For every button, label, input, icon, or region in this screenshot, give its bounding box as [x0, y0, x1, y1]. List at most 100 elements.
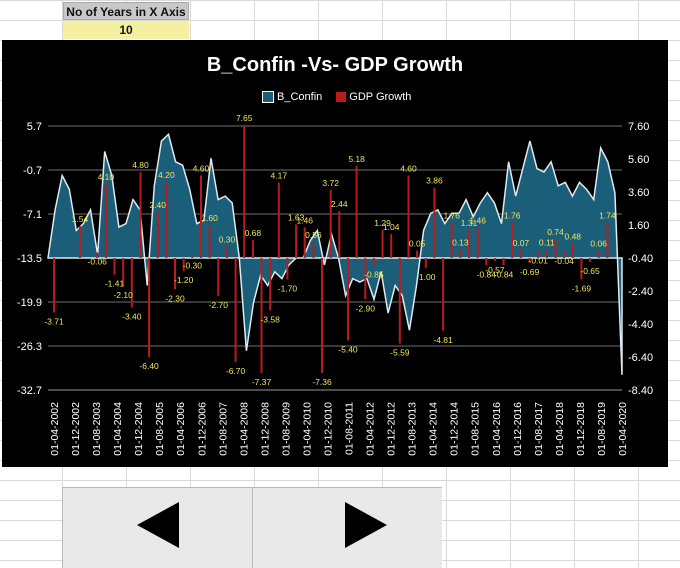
- gdp-data-label: 1.76: [443, 210, 460, 220]
- y-left-tick-label: -7.1: [23, 209, 42, 221]
- gdp-data-label: 4.60: [400, 164, 417, 174]
- gdp-bar: [148, 258, 151, 357]
- previous-button[interactable]: [63, 488, 253, 568]
- y-left-tick-label: -13.5: [17, 253, 42, 265]
- x-tick-label: 01-08-2009: [280, 402, 292, 456]
- gdp-data-label: 0.07: [513, 238, 530, 248]
- years-axis-label-cell: No of Years in X Axis: [63, 2, 189, 20]
- chart-area: B_Confin -Vs- GDP Growth B_Confin GDP Gr…: [2, 40, 668, 467]
- gdp-data-label: 1.60: [201, 213, 218, 223]
- gdp-bar: [234, 258, 237, 362]
- gdp-data-label: 0.48: [564, 231, 581, 241]
- y-left-tick-label: 5.7: [27, 121, 42, 133]
- x-tick-label: 01-12-2010: [323, 402, 335, 456]
- gdp-data-label: 0.06: [590, 238, 607, 248]
- gdp-data-label: 3.86: [426, 176, 443, 186]
- gdp-bar: [200, 175, 202, 258]
- gdp-bar: [174, 258, 176, 290]
- gdp-data-label: -6.40: [139, 361, 159, 371]
- gdp-bar: [321, 258, 323, 373]
- gdp-bar: [398, 258, 401, 344]
- gdp-bar: [381, 230, 384, 258]
- x-tick-label: 01-08-2003: [91, 402, 103, 456]
- gdp-bar: [260, 258, 263, 373]
- gdp-data-label: -7.37: [252, 377, 272, 387]
- gdp-bar: [494, 258, 496, 261]
- x-tick-label: 01-08-2019: [596, 402, 608, 456]
- gdp-bar: [78, 226, 81, 258]
- gdp-bar: [563, 252, 566, 258]
- gdp-data-label: -5.59: [390, 348, 410, 358]
- gdp-bar: [390, 234, 393, 258]
- gdp-data-label: 1.46: [296, 215, 313, 225]
- x-tick-label: 01-04-2002: [49, 402, 61, 456]
- y-right-tick-label: -8.40: [628, 385, 653, 397]
- gdp-bar: [424, 258, 427, 268]
- gdp-data-label: 1.54: [72, 214, 89, 224]
- gdp-data-label: -2.10: [113, 290, 133, 300]
- gdp-data-label: 1.63: [288, 213, 305, 223]
- x-tick-label: 01-12-2014: [449, 402, 461, 456]
- y-right-tick-label: -4.40: [628, 319, 653, 331]
- gdp-bar: [597, 250, 600, 258]
- gdp-data-label: 0.74: [547, 227, 564, 237]
- y-right-tick-label: -2.40: [628, 286, 653, 298]
- gdp-bar: [433, 187, 436, 258]
- years-axis-value-cell[interactable]: 10: [63, 21, 189, 39]
- gdp-bar: [208, 225, 211, 258]
- gdp-bar: [122, 258, 125, 286]
- gdp-bar: [225, 246, 228, 258]
- next-button[interactable]: [253, 488, 442, 568]
- gdp-bar: [269, 258, 272, 311]
- x-tick-label: 01-08-2005: [154, 402, 166, 456]
- gdp-data-label: 1.29: [374, 218, 391, 228]
- gdp-data-label: 4.60: [193, 164, 210, 174]
- gdp-data-label: 2.40: [149, 200, 166, 210]
- gdp-bar: [476, 227, 479, 258]
- x-tick-label: 01-12-2008: [259, 402, 271, 456]
- gdp-bar: [113, 258, 116, 275]
- gdp-data-label: -5.40: [338, 345, 358, 355]
- gdp-data-label: 0.56: [305, 230, 322, 240]
- y-left-tick-label: -32.7: [17, 385, 42, 397]
- gdp-bar: [554, 239, 557, 258]
- gdp-data-label: 3.72: [322, 178, 339, 188]
- gdp-data-label: -0.30: [183, 260, 203, 270]
- gdp-bar: [286, 258, 289, 280]
- chart-plot: 5.7 -0.7 -7.1 -13.5 -19.9 -26.3 -32.7 7.60 5.60 3…: [17, 113, 653, 456]
- gdp-bar: [295, 224, 298, 258]
- x-tick-label: 01-04-2016: [491, 402, 503, 456]
- b-confin-area: [47, 132, 623, 375]
- gdp-data-label: 2.44: [331, 199, 348, 209]
- gdp-data-label: -1.70: [278, 283, 298, 293]
- gdp-data-label: -3.71: [44, 317, 64, 327]
- gdp-data-label: 7.65: [236, 113, 253, 123]
- gdp-data-label: 0.11: [539, 238, 555, 248]
- gdp-bar: [537, 251, 540, 258]
- gdp-bar: [545, 249, 548, 258]
- gdp-data-label: 1.76: [504, 210, 521, 220]
- gdp-bar: [303, 227, 306, 258]
- x-tick-label: 01-04-2004: [112, 402, 124, 456]
- gdp-bar: [450, 222, 453, 258]
- gdp-data-label: 4.80: [132, 160, 149, 170]
- gdp-data-label: -2.30: [165, 293, 185, 303]
- legend-item-gdp-growth: GDP Growth: [336, 91, 411, 103]
- gdp-bar: [355, 165, 358, 258]
- gdp-bar: [156, 211, 159, 258]
- gdp-bar: [528, 258, 531, 263]
- x-tick-label: 01-08-2013: [407, 402, 419, 456]
- gdp-bar: [580, 258, 583, 280]
- x-tick-label: 01-08-2017: [533, 402, 545, 456]
- x-tick-label: 01-04-2012: [365, 402, 377, 456]
- gdp-data-label: -0.06: [88, 256, 108, 266]
- gdp-data-label: 1.31: [461, 218, 478, 228]
- x-tick-label: 01-12-2016: [512, 402, 524, 456]
- gdp-data-label: -4.81: [433, 335, 453, 345]
- gdp-data-label: 4.10: [98, 172, 115, 182]
- gdp-bar: [364, 258, 367, 300]
- gdp-bar: [251, 240, 254, 258]
- gdp-data-label: -2.70: [209, 300, 229, 310]
- gdp-data-label: 0.13: [452, 237, 469, 247]
- gdp-bar: [502, 258, 505, 266]
